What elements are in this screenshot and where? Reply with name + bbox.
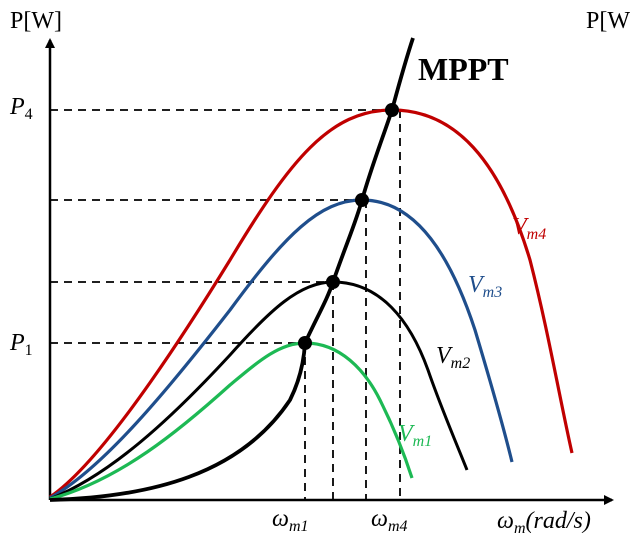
- curve-vm4: [49, 108, 574, 499]
- mpp-point-4: [385, 103, 399, 117]
- vm4-label: Vm4: [512, 214, 546, 243]
- mpp-point-1: [298, 336, 312, 350]
- p4-label: P4: [9, 94, 33, 123]
- mppt-curve: [49, 37, 415, 502]
- x-axis-label: ωm(rad/s): [497, 508, 591, 533]
- y-axis-label: P[W]: [10, 8, 62, 34]
- curve-vm1: [49, 341, 414, 501]
- mpp-points: [298, 103, 399, 350]
- vm2-label: Vm2: [436, 343, 470, 372]
- y-axis-label-right: P[W: [586, 8, 630, 34]
- omega-m1-label: ωm1: [272, 506, 309, 533]
- vm3-label: Vm3: [468, 272, 502, 301]
- p1-label: P1: [9, 330, 33, 359]
- curve-vm2: [49, 280, 469, 501]
- vm1-label: Vm1: [398, 421, 432, 450]
- curve-vm3: [49, 198, 514, 500]
- mpp-point-2: [326, 275, 340, 289]
- guide-lines: [50, 109, 401, 500]
- mppt-label: MPPT: [418, 51, 509, 87]
- omega-m4-label: ωm4: [371, 506, 408, 533]
- mpp-point-3: [355, 193, 369, 207]
